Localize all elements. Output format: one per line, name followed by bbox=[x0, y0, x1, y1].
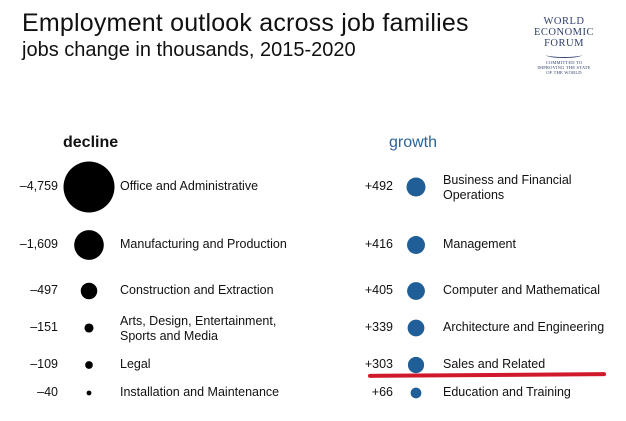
decline-bubble bbox=[86, 390, 92, 396]
growth-category-label: Sales and Related bbox=[443, 357, 546, 371]
decline-value-label: –40 bbox=[37, 385, 58, 399]
decline-category-label: Construction and Extraction bbox=[120, 283, 274, 297]
decline-category-label: Legal bbox=[120, 357, 151, 371]
decline-value-label: –4,759 bbox=[19, 179, 58, 193]
growth-bubble bbox=[406, 177, 426, 197]
wef-logo: WORLD ECONOMIC FORUM COMMITTED TO IMPROV… bbox=[514, 16, 614, 75]
growth-bubble bbox=[407, 282, 425, 300]
decline-value-label: –109 bbox=[30, 357, 58, 371]
decline-bubble bbox=[84, 323, 94, 333]
logo-tagline-2: IMPROVING THE STATE bbox=[537, 65, 591, 70]
decline-heading: decline bbox=[63, 134, 119, 151]
growth-category-label: Education and Training bbox=[443, 385, 571, 399]
chart-subtitle: jobs change in thousands, 2015-2020 bbox=[22, 39, 356, 61]
decline-bubble bbox=[74, 230, 104, 260]
logo-line-2: ECONOMIC bbox=[533, 27, 594, 38]
logo-line-1: WORLD bbox=[543, 16, 585, 27]
growth-category-label: Architecture and Engineering bbox=[443, 320, 605, 334]
logo-arc-icon bbox=[546, 52, 582, 58]
growth-bubble bbox=[410, 387, 422, 399]
chart-title: Employment outlook across job families bbox=[22, 9, 469, 37]
logo-tagline-3: OF THE WORLD bbox=[546, 70, 582, 75]
decline-category-label: Office and Administrative bbox=[120, 179, 259, 193]
decline-category-label: Arts, Design, Entertainment, Sports and M… bbox=[120, 314, 277, 343]
growth-value-label: +405 bbox=[364, 283, 393, 297]
decline-bubble bbox=[80, 282, 98, 300]
growth-value-label: +303 bbox=[364, 357, 393, 371]
growth-bubble bbox=[407, 236, 425, 254]
growth-category-label: Management bbox=[443, 237, 516, 251]
decline-category-label: Manufacturing and Production bbox=[120, 237, 287, 251]
decline-value-label: –497 bbox=[30, 283, 58, 297]
decline-value-label: –1,609 bbox=[19, 237, 58, 251]
growth-category-label: Computer and Mathematical bbox=[443, 283, 601, 297]
growth-bubble bbox=[407, 319, 425, 337]
growth-value-label: +339 bbox=[364, 320, 393, 334]
growth-value-label: +492 bbox=[364, 179, 393, 193]
growth-value-label: +66 bbox=[371, 385, 393, 399]
decline-value-label: –151 bbox=[30, 320, 58, 334]
growth-category-label: Business and Financial Operations bbox=[443, 173, 572, 202]
decline-bubble bbox=[63, 161, 115, 213]
decline-category-label: Installation and Maintenance bbox=[120, 385, 280, 399]
growth-bubble bbox=[407, 356, 425, 374]
growth-value-label: +416 bbox=[364, 237, 393, 251]
logo-line-3: FORUM bbox=[544, 38, 584, 49]
growth-heading: growth bbox=[389, 134, 438, 151]
decline-bubble bbox=[85, 361, 93, 369]
logo-tagline-1: COMMITTED TO bbox=[545, 60, 583, 65]
